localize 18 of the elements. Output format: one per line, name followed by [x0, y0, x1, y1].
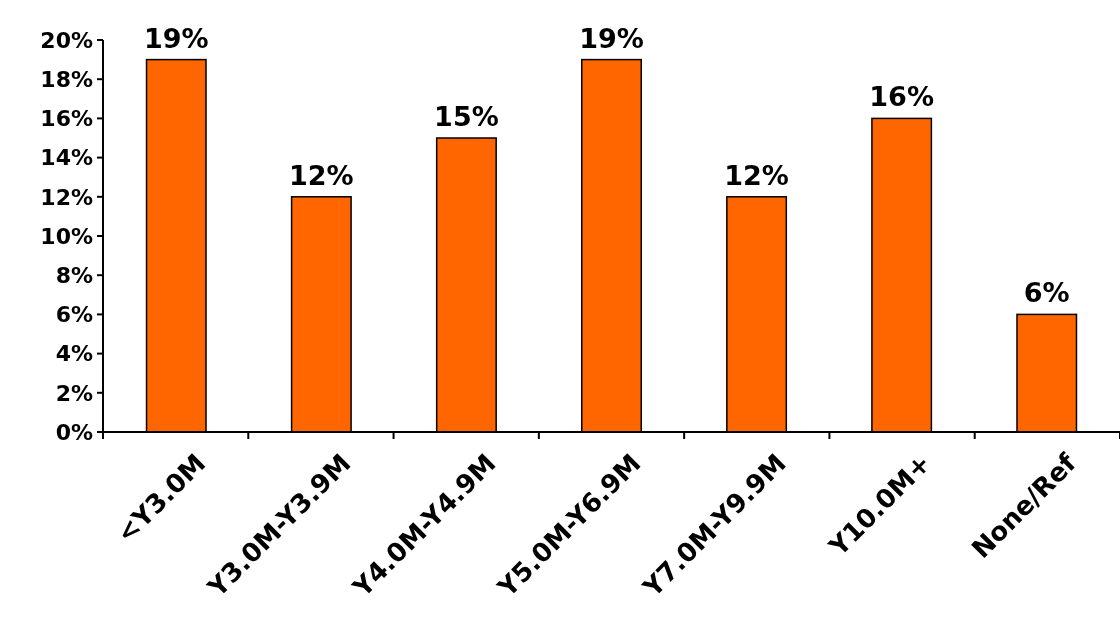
y-tick-label: 18%: [40, 66, 93, 92]
data-label: 16%: [869, 81, 934, 113]
y-tick-label: 8%: [55, 262, 93, 288]
y-tick-label: 0%: [55, 419, 93, 445]
y-tick-label: 16%: [40, 106, 93, 132]
data-label: 12%: [289, 159, 354, 191]
data-label: 12%: [724, 159, 789, 191]
y-tick-label: 20%: [40, 27, 93, 53]
y-tick-label: 6%: [55, 302, 93, 328]
data-label: 19%: [143, 22, 209, 54]
data-label: 15%: [434, 101, 499, 132]
y-tick-label: 14%: [40, 145, 93, 171]
y-tick-label: 4%: [55, 341, 93, 367]
data-label: 19%: [579, 22, 644, 54]
y-tick-label: 10%: [40, 223, 93, 249]
data-label: 6%: [1023, 277, 1070, 309]
y-tick-label: 2%: [55, 380, 93, 406]
y-tick-label: 12%: [40, 184, 93, 210]
